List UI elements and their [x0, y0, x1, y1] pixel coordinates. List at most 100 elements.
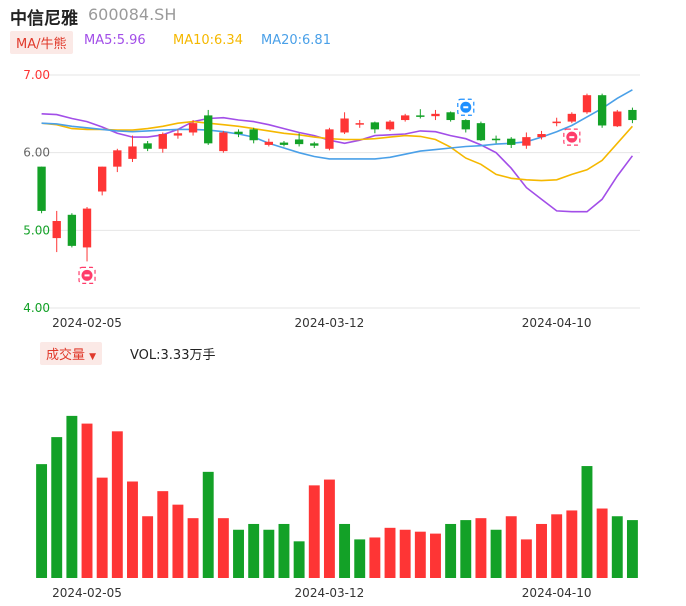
volume-bar: [263, 529, 275, 578]
ma-indicator-tag[interactable]: MA/牛熊: [10, 31, 73, 54]
candle-body: [537, 134, 546, 138]
candle: [461, 119, 470, 133]
price-tick-label: 4.00: [23, 301, 50, 315]
volume-bar: [475, 518, 487, 578]
candle-body: [355, 123, 364, 125]
marker-glyph: [569, 136, 575, 139]
dropdown-arrow-icon: ▼: [89, 352, 97, 362]
volume-bar: [445, 523, 457, 578]
candle-body: [173, 133, 183, 136]
candle-body: [219, 132, 228, 152]
volume-bar: [430, 533, 441, 578]
candle: [552, 117, 561, 127]
candle-body: [188, 123, 198, 133]
candle: [128, 135, 137, 162]
candle: [143, 141, 152, 152]
date-tick-label: 2024-02-05: [52, 316, 122, 330]
candle: [385, 120, 395, 131]
volume-bar: [414, 531, 426, 578]
volume-bar: [596, 508, 608, 578]
volume-bar: [51, 437, 63, 578]
candle: [370, 121, 380, 134]
candle-body: [628, 109, 637, 121]
volume-bar: [96, 477, 108, 578]
candle: [431, 109, 440, 121]
candle: [264, 138, 273, 147]
candle-body: [52, 221, 61, 239]
candle-body: [446, 112, 455, 121]
candle: [204, 109, 213, 145]
candle-body: [507, 138, 516, 145]
candle: [234, 129, 243, 138]
price-axis-ticks: 7.00 6.00 5.00 4.00: [23, 68, 50, 315]
candle: [310, 141, 319, 149]
marker-glyph: [84, 274, 90, 277]
date-tick-label: 2024-04-10: [522, 316, 592, 330]
moving-average-lines: [41, 89, 634, 213]
candle-body: [98, 166, 107, 192]
volume-date-axis: 2024-02-05 2024-03-12 2024-04-10: [52, 586, 591, 600]
price-date-axis: 2024-02-05 2024-03-12 2024-04-10: [52, 316, 591, 330]
date-tick-label: 2024-04-10: [522, 586, 592, 600]
candle: [158, 132, 167, 153]
candle: [82, 207, 92, 262]
candle-body: [158, 134, 167, 149]
candle-body: [522, 137, 531, 146]
candle: [249, 127, 258, 144]
volume-bar: [384, 527, 396, 578]
candle-body: [597, 95, 607, 126]
volume-bar: [490, 529, 502, 578]
candle-body: [279, 142, 289, 145]
candle-body: [325, 129, 334, 149]
volume-bar: [157, 491, 169, 578]
candle-body: [385, 121, 395, 130]
ma10-label: MA10:6.34: [173, 33, 243, 48]
ma5-line: [41, 113, 634, 213]
volume-bar: [187, 518, 199, 578]
candle: [340, 112, 349, 135]
candle-body: [613, 111, 622, 127]
candle: [476, 121, 486, 142]
volume-bar: [172, 504, 184, 578]
volume-bar: [278, 523, 290, 578]
candle: [355, 120, 364, 128]
candle: [613, 109, 622, 128]
candle-body: [128, 146, 137, 159]
volume-bar: [581, 466, 593, 578]
volume-bar: [611, 516, 623, 578]
new-signal-marker: [457, 98, 475, 116]
volume-bar: [217, 518, 229, 578]
candle: [173, 129, 183, 139]
candle-body: [294, 139, 304, 145]
candle: [219, 130, 228, 153]
candle: [188, 120, 198, 136]
volume-bar: [81, 423, 93, 578]
candle-body: [204, 115, 213, 144]
candle: [537, 130, 546, 140]
candlesticks: [37, 93, 637, 262]
candle: [597, 93, 607, 128]
volume-bar: [536, 523, 547, 578]
candle: [52, 210, 61, 253]
volume-bar: [520, 539, 532, 578]
volume-bar: [127, 481, 138, 578]
candle: [491, 135, 501, 144]
candle-body: [249, 129, 258, 141]
candle: [37, 166, 46, 214]
candle: [98, 166, 107, 196]
price-tick-label: 7.00: [23, 68, 50, 82]
volume-indicator-tag[interactable]: 成交量 ▼: [40, 342, 103, 365]
volume-bar: [354, 539, 366, 578]
price-grid: [34, 74, 640, 309]
volume-bar: [626, 520, 638, 578]
candle-body: [491, 138, 501, 141]
marker-glyph: [463, 106, 469, 109]
candle: [416, 109, 425, 119]
candle-body: [582, 95, 592, 113]
volume-bar: [323, 479, 335, 578]
volume-bar: [248, 523, 260, 578]
candle-body: [82, 208, 92, 248]
volume-bar: [233, 529, 244, 578]
ma20-label: MA20:6.81: [261, 33, 331, 48]
